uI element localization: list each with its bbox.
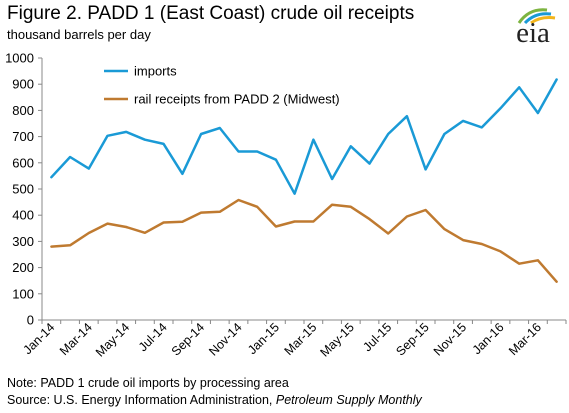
chart-title: Figure 2. PADD 1 (East Coast) crude oil … <box>7 3 415 24</box>
eia-logo-icon <box>517 8 556 25</box>
y-tick-label: 800 <box>12 103 34 118</box>
x-tick-label: Sep-15 <box>393 320 431 358</box>
x-tick-label: Nov-14 <box>206 320 244 358</box>
chart-series <box>50 78 558 283</box>
x-tick-label: Sep-14 <box>169 320 207 358</box>
legend-label: imports <box>134 64 177 79</box>
source-prefix: Source: U.S. Energy Information Administ… <box>7 393 276 407</box>
imports-series-line <box>50 78 558 195</box>
y-tick-label: 200 <box>12 260 34 275</box>
eia-logo-text: eia <box>516 17 550 49</box>
y-tick-label: 900 <box>12 77 34 92</box>
y-tick-label: 400 <box>12 208 34 223</box>
x-tick-label: Mar-16 <box>506 320 544 358</box>
chart-subtitle: thousand barrels per day <box>7 27 151 42</box>
legend-label: rail receipts from PADD 2 (Midwest) <box>134 92 340 107</box>
source-publication: Petroleum Supply Monthly <box>275 393 422 407</box>
x-tick-label: Jan-16 <box>470 320 507 357</box>
chart-legend: imports rail receipts from PADD 2 (Midwes… <box>104 64 340 107</box>
chart-note: Note: PADD 1 crude oil imports by proces… <box>7 376 289 390</box>
x-tick-label: Jul-14 <box>136 320 170 354</box>
y-tick-label: 700 <box>12 129 34 144</box>
x-tick-label: Jan-15 <box>245 320 282 357</box>
y-tick-label: 600 <box>12 155 34 170</box>
y-tick-label: 500 <box>12 182 34 197</box>
x-tick-label: Mar-14 <box>57 320 95 358</box>
y-tick-label: 0 <box>27 313 34 328</box>
y-axis-ticks: 0 100 200 300 400 500 600 700 800 900 1000 <box>5 51 42 328</box>
x-tick-label: Jul-15 <box>360 320 394 354</box>
x-tick-label: Mar-15 <box>282 320 320 358</box>
y-tick-label: 1000 <box>5 51 34 66</box>
y-tick-label: 100 <box>12 286 34 301</box>
rail-receipts-series-line <box>50 198 558 283</box>
y-tick-label: 300 <box>12 234 34 249</box>
chart-source: Source: U.S. Energy Information Administ… <box>7 393 422 407</box>
x-tick-label: Nov-15 <box>431 320 469 358</box>
x-tick-label: May-15 <box>318 320 357 359</box>
legend-item-rail-receipts: rail receipts from PADD 2 (Midwest) <box>104 92 340 107</box>
x-tick-label: May-14 <box>93 320 132 359</box>
eia-logo: eia <box>505 4 563 49</box>
legend-item-imports: imports <box>104 64 177 79</box>
